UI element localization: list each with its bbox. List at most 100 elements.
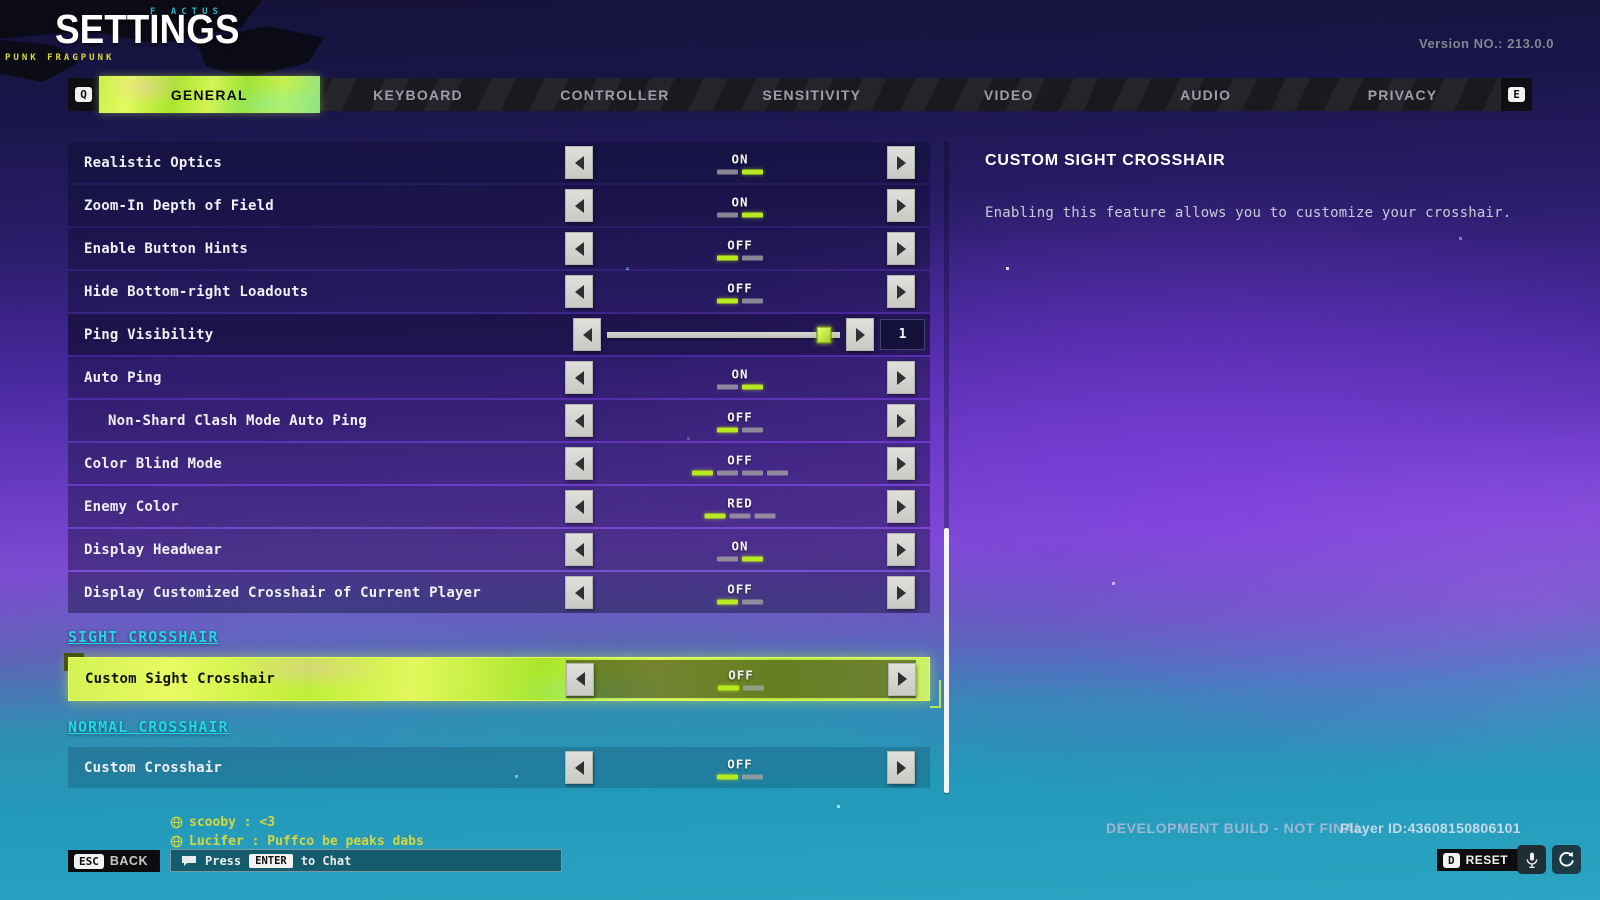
scrollbar-thumb[interactable]	[944, 528, 949, 793]
setting-value: ON	[731, 538, 749, 553]
setting-row-color-blind-mode[interactable]: Color Blind Mode OFF	[68, 443, 930, 484]
setting-controls: RED	[565, 489, 915, 524]
settings-tab-bar: Q GENERAL KEYBOARD CONTROLLER SENSITIVITY VI…	[68, 76, 1532, 113]
decrease-button[interactable]	[565, 275, 593, 308]
setting-value-wrap: ON	[717, 366, 763, 389]
option-indicator	[742, 774, 763, 779]
setting-row-realistic-optics[interactable]: Realistic Optics ON	[68, 142, 930, 183]
tab-sensitivity[interactable]: SENSITIVITY	[762, 86, 862, 103]
decrease-button[interactable]	[565, 447, 593, 480]
chat-bubble-icon	[182, 855, 196, 866]
decrease-button[interactable]	[565, 490, 593, 523]
globe-icon	[170, 835, 183, 848]
decrease-button[interactable]	[565, 189, 593, 222]
setting-row-zoom-in-depth-of-field[interactable]: Zoom-In Depth of Field ON	[68, 185, 930, 226]
setting-label: Display Headwear	[84, 541, 223, 558]
player-id-label: Player ID:43608150806101	[1340, 820, 1521, 836]
option-indicator	[717, 599, 738, 604]
increase-button[interactable]	[887, 275, 915, 308]
decrease-button[interactable]	[565, 576, 593, 609]
setting-row-enable-button-hints[interactable]: Enable Button Hints OFF	[68, 228, 930, 269]
background-star-dots	[0, 0, 1, 1]
option-indicator	[704, 513, 726, 518]
option-indicator	[742, 298, 763, 303]
setting-row-auto-ping[interactable]: Auto Ping ON	[68, 357, 930, 398]
decrease-button[interactable]	[565, 232, 593, 265]
option-indicator	[717, 298, 738, 303]
version-label: Version NO.: 213.0.0	[1418, 36, 1554, 51]
decrease-button[interactable]	[565, 533, 593, 566]
increase-button[interactable]	[887, 232, 915, 265]
option-indicator	[717, 427, 738, 432]
increase-button[interactable]	[887, 404, 915, 437]
option-indicator	[692, 470, 713, 475]
option-indicator	[717, 255, 738, 260]
decrease-button[interactable]	[573, 318, 601, 351]
option-indicators	[717, 427, 763, 432]
setting-controls: OFF	[566, 660, 916, 698]
tab-audio[interactable]: AUDIO	[1180, 86, 1232, 103]
increase-button[interactable]	[887, 490, 915, 523]
left-arrow-icon	[574, 760, 584, 775]
option-indicator	[717, 470, 738, 475]
setting-label: Display Customized Crosshair of Current …	[84, 584, 481, 601]
option-indicator	[717, 384, 738, 389]
setting-row-custom-crosshair[interactable]: Custom Crosshair OFF	[68, 747, 930, 788]
option-indicator	[754, 513, 776, 518]
increase-button[interactable]	[846, 318, 874, 351]
setting-row-non-shard-clash-mode-auto-ping[interactable]: Non-Shard Clash Mode Auto Ping OFF	[68, 400, 930, 441]
option-indicators	[717, 255, 763, 260]
decrease-button[interactable]	[565, 404, 593, 437]
right-arrow-icon	[896, 413, 906, 428]
tab-controller[interactable]: CONTROLLER	[560, 86, 670, 103]
setting-row-display-customized-crosshair-of-current-player[interactable]: Display Customized Crosshair of Current …	[68, 572, 930, 613]
left-arrow-icon	[574, 542, 584, 557]
setting-row-enemy-color[interactable]: Enemy Color RED	[68, 486, 930, 527]
slider-handle[interactable]	[816, 326, 832, 343]
setting-label: Enable Button Hints	[84, 240, 248, 257]
right-arrow-icon	[896, 370, 906, 385]
info-panel-title: CUSTOM SIGHT CROSSHAIR	[985, 152, 1226, 169]
chat-input-bar[interactable]: Press ENTER to Chat	[170, 849, 562, 872]
setting-label: Non-Shard Clash Mode Auto Ping	[108, 412, 367, 429]
tab-video[interactable]: VIDEO	[983, 86, 1034, 103]
page-title: SETTINGS	[55, 6, 240, 52]
right-arrow-icon	[896, 499, 906, 514]
option-indicators	[717, 384, 763, 389]
increase-button[interactable]	[887, 447, 915, 480]
increase-button[interactable]	[888, 662, 916, 696]
increase-button[interactable]	[887, 576, 915, 609]
setting-value-wrap: OFF	[692, 452, 788, 475]
setting-row-ping-visibility[interactable]: Ping Visibility 1	[68, 314, 930, 355]
option-indicator	[717, 212, 738, 217]
decrease-button[interactable]	[565, 361, 593, 394]
increase-button[interactable]	[887, 189, 915, 222]
increase-button[interactable]	[887, 751, 915, 784]
decrease-button[interactable]	[566, 662, 594, 696]
right-arrow-icon	[896, 284, 906, 299]
tab-general[interactable]: GENERAL	[99, 76, 320, 113]
setting-row-custom-sight-crosshair[interactable]: Custom Sight Crosshair OFF	[64, 653, 941, 708]
setting-value: OFF	[727, 237, 753, 252]
scrollbar-track[interactable]	[944, 142, 949, 794]
increase-button[interactable]	[887, 146, 915, 179]
slider-value: 1	[880, 319, 925, 350]
setting-row-display-headwear[interactable]: Display Headwear ON	[68, 529, 930, 570]
decrease-button[interactable]	[565, 751, 593, 784]
tab-keyboard[interactable]: KEYBOARD	[373, 86, 463, 103]
option-indicators	[692, 470, 788, 475]
setting-value-wrap: ON	[717, 538, 763, 561]
voice-chat-button[interactable]	[1517, 845, 1546, 874]
tab-privacy[interactable]: PRIVACY	[1367, 86, 1438, 103]
option-indicator	[717, 556, 738, 561]
reset-button[interactable]: D RESET	[1437, 849, 1519, 871]
setting-row-hide-bottom-right-loadouts[interactable]: Hide Bottom-right Loadouts OFF	[68, 271, 930, 312]
option-indicator	[767, 470, 788, 475]
decrease-button[interactable]	[565, 146, 593, 179]
slider-track[interactable]	[607, 326, 840, 343]
back-button[interactable]: ESC BACK	[68, 850, 160, 872]
increase-button[interactable]	[887, 361, 915, 394]
option-indicators	[717, 298, 763, 303]
chat-message-text: scooby : <3	[189, 815, 276, 830]
increase-button[interactable]	[887, 533, 915, 566]
